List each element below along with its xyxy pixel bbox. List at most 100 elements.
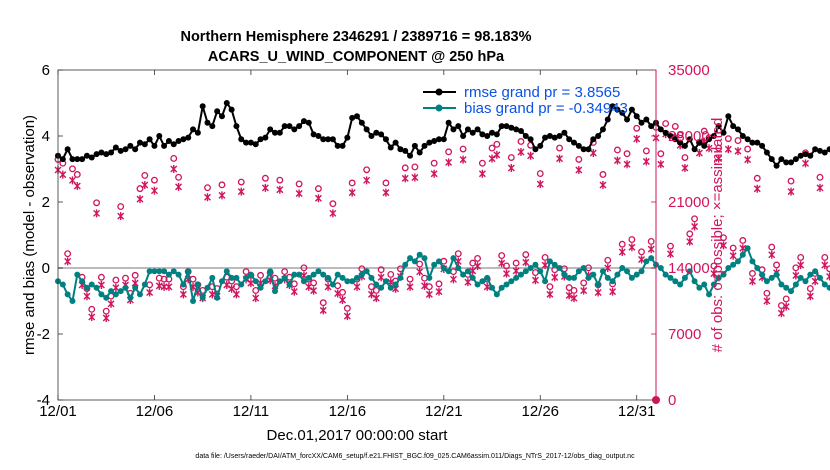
obs-assimilated-point xyxy=(695,148,703,157)
rmse-point xyxy=(609,103,616,110)
bias-point xyxy=(542,278,549,285)
bias-point xyxy=(431,261,438,268)
obs-possible-point xyxy=(445,148,453,156)
rmse-point xyxy=(445,119,452,126)
rmse-point xyxy=(112,144,119,151)
obs-assimilated-point xyxy=(353,282,361,291)
bias-point xyxy=(812,268,819,275)
obs-assimilated-point xyxy=(343,312,351,321)
rmse-point xyxy=(88,154,95,161)
bias-point xyxy=(373,281,380,288)
obs-assimilated-point xyxy=(816,183,824,192)
rmse-point xyxy=(252,141,259,148)
bias-point xyxy=(778,281,785,288)
bias-point xyxy=(421,255,428,262)
obs-possible-point xyxy=(628,236,636,243)
bias-point xyxy=(498,284,505,291)
obs-assimilated-point xyxy=(710,269,718,278)
rmse-point xyxy=(300,118,307,125)
rmse-point xyxy=(715,123,722,130)
x-tick-label: 12/16 xyxy=(329,403,367,420)
bias-point xyxy=(522,268,529,275)
obs-assimilated-point xyxy=(93,209,101,218)
obs-possible-point xyxy=(618,240,626,248)
rmse-point xyxy=(310,131,317,138)
bias-point xyxy=(329,281,336,288)
obs-possible-point xyxy=(556,144,563,152)
obs-possible-point xyxy=(112,276,120,284)
bias-point xyxy=(257,284,264,291)
obs-assimilated-point xyxy=(546,290,554,299)
obs-assimilated-point xyxy=(367,290,375,299)
bias-point xyxy=(98,291,105,298)
bias-point xyxy=(464,268,471,275)
obs-possible-point xyxy=(97,273,105,281)
bias-point xyxy=(127,294,134,301)
rmse-point xyxy=(440,136,447,143)
bias-point xyxy=(744,245,751,252)
bias-point xyxy=(628,274,635,281)
bias-point xyxy=(599,268,606,275)
bias-point xyxy=(595,281,602,288)
bias-point xyxy=(108,288,115,295)
bias-point xyxy=(349,278,356,285)
obs-assimilated-point xyxy=(228,284,236,293)
obs-assimilated-point xyxy=(141,181,149,190)
rmse-point xyxy=(329,136,336,143)
rmse-point xyxy=(667,133,674,139)
obs-assimilated-point xyxy=(806,292,814,301)
rmse-point xyxy=(103,151,110,158)
obs-assimilated-point xyxy=(522,258,530,267)
bias-point xyxy=(450,255,457,262)
obs-assimilated-point xyxy=(435,287,443,296)
obs-assimilated-point xyxy=(623,160,631,169)
obs-possible-point xyxy=(319,299,327,307)
x-tick-label: 12/26 xyxy=(521,403,559,420)
obs-assimilated-point xyxy=(363,176,371,185)
rmse-point xyxy=(190,126,197,133)
y-tick-left-label: 0 xyxy=(42,260,50,277)
bias-point xyxy=(435,258,442,265)
bias-point xyxy=(508,278,515,285)
rmse-point xyxy=(571,139,578,146)
bias-point xyxy=(826,284,830,291)
obs-possible-point xyxy=(93,199,101,207)
bias-point xyxy=(561,271,568,278)
rmse-point xyxy=(638,119,645,126)
rmse-point xyxy=(773,162,780,169)
bias-point xyxy=(165,271,172,278)
obs-assimilated-point xyxy=(112,283,120,292)
y-tick-left-label: -2 xyxy=(37,326,50,343)
rmse-point xyxy=(701,142,708,149)
bias-point xyxy=(156,268,163,275)
rmse-point xyxy=(643,116,650,123)
rmse-point xyxy=(710,133,717,139)
bias-point xyxy=(69,298,76,304)
bias-point xyxy=(633,271,640,278)
bias-point xyxy=(657,265,664,271)
bias-point xyxy=(493,291,500,298)
rmse-point xyxy=(344,134,351,141)
obs-assimilated-point xyxy=(503,269,510,278)
rmse-point xyxy=(151,142,158,149)
bias-point xyxy=(223,268,230,275)
rmse-point xyxy=(517,128,524,135)
obs-possible-point xyxy=(141,171,149,179)
obs-assimilated-point xyxy=(411,173,419,182)
rmse-point xyxy=(127,142,134,149)
obs-possible-point xyxy=(411,163,419,171)
bias-point xyxy=(276,278,283,285)
obs-possible-point xyxy=(623,150,631,158)
bias-point xyxy=(88,281,95,288)
rmse-point xyxy=(522,133,529,139)
obs-assimilated-point xyxy=(691,222,699,231)
bias-point xyxy=(677,281,684,288)
rmse-point xyxy=(469,129,476,136)
rmse-point xyxy=(604,116,611,123)
rmse-point xyxy=(730,123,737,130)
rmse-point xyxy=(681,142,688,149)
bias-point xyxy=(763,278,770,285)
obs-assimilated-point xyxy=(541,261,549,270)
obs-assimilated-point xyxy=(310,286,318,295)
rmse-point xyxy=(542,134,549,141)
